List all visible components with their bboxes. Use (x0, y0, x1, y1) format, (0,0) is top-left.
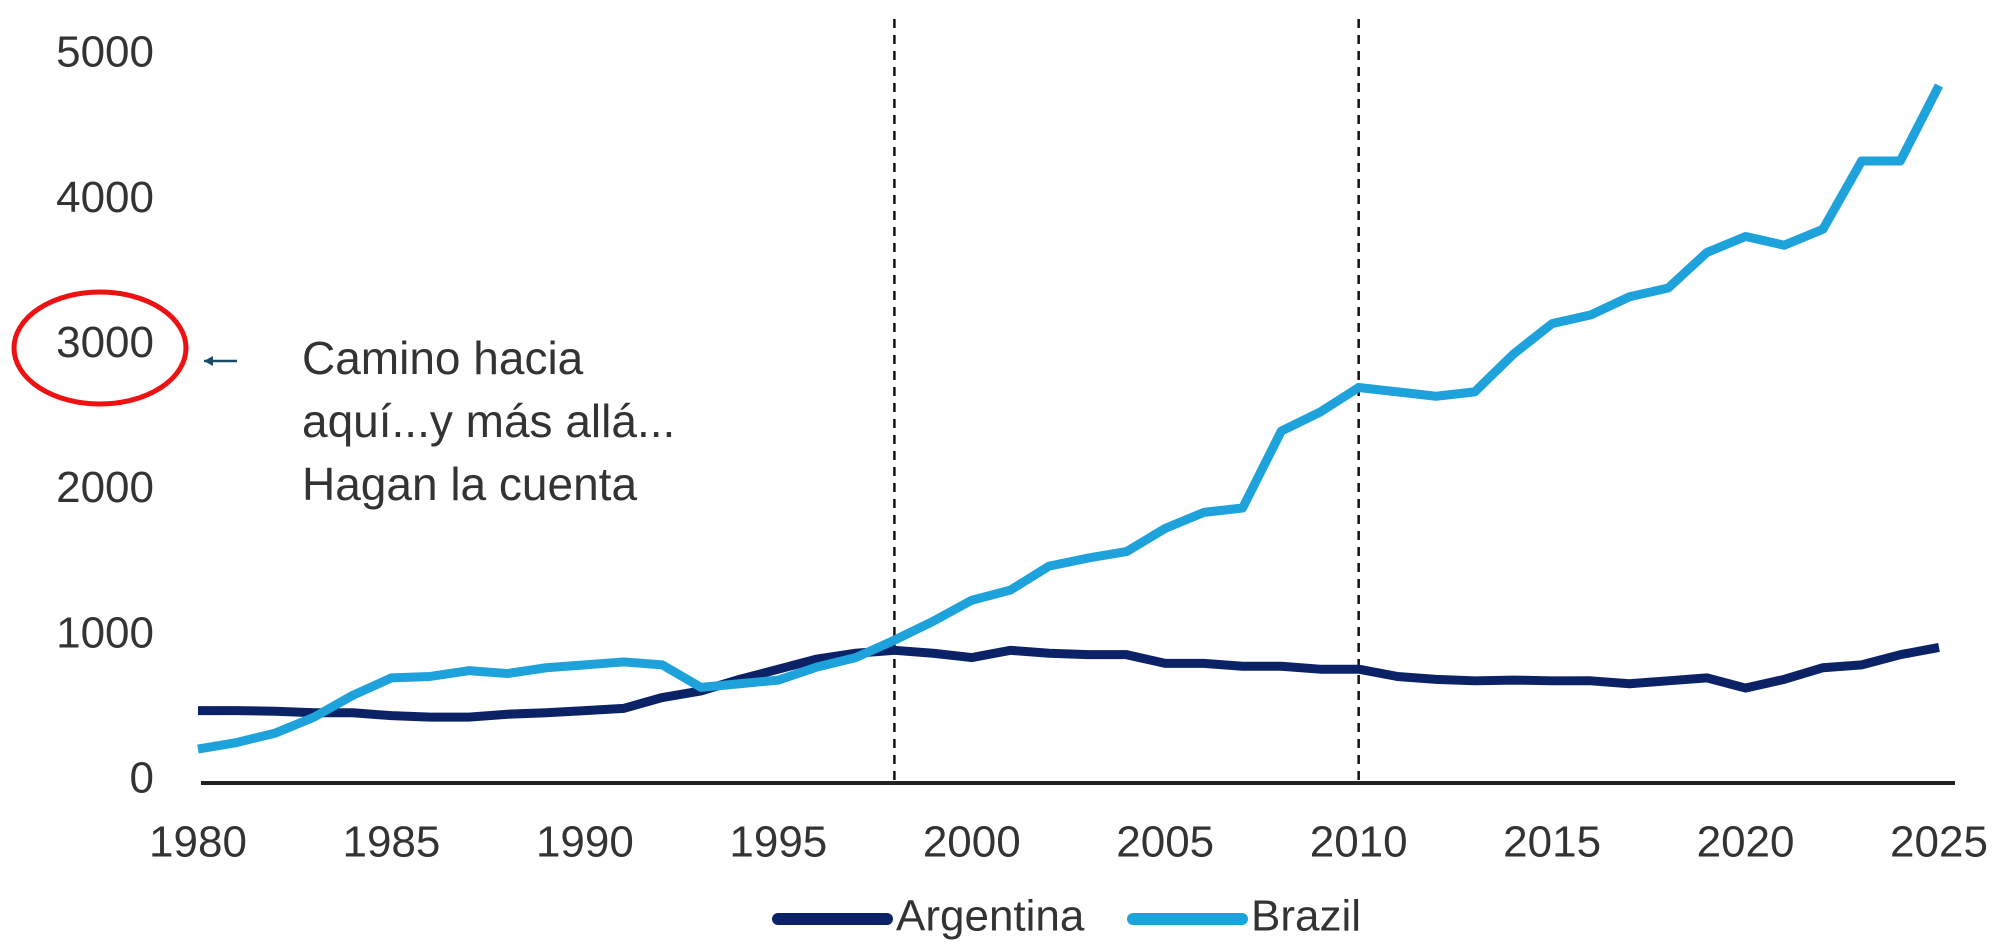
annotation: Camino hacia (302, 332, 584, 384)
x-tick-label: 1980 (149, 818, 247, 867)
series-line (198, 642, 1940, 722)
x-tick-label: 2010 (1310, 818, 1408, 867)
legend-label: Brazil (1251, 892, 1361, 941)
y-tick-label: 2000 (56, 463, 154, 512)
x-tick-label: 2025 (1890, 818, 1988, 867)
y-tick-label: 1000 (56, 608, 154, 657)
x-tick-label: 2020 (1697, 818, 1795, 867)
annotation: aquí...y más allá... (302, 395, 675, 447)
y-tick-label: 4000 (56, 173, 154, 222)
x-tick-label: 1985 (342, 818, 440, 867)
y-tick-label: 5000 (56, 28, 154, 77)
x-tick-label: 1990 (536, 818, 634, 867)
series-line (197, 83, 1944, 754)
highlight-circle (11, 289, 189, 407)
annotation: Hagan la cuenta (302, 458, 637, 510)
x-tick-label: 2015 (1503, 818, 1601, 867)
x-tick-label: 2000 (923, 818, 1021, 867)
legend-label: Argentina (896, 892, 1085, 941)
y-tick-label: 0 (130, 754, 154, 803)
x-tick-label: 1995 (729, 818, 827, 867)
arrow-head (204, 356, 213, 366)
y-tick-label: 3000 (56, 318, 154, 367)
x-tick-label: 2005 (1116, 818, 1214, 867)
